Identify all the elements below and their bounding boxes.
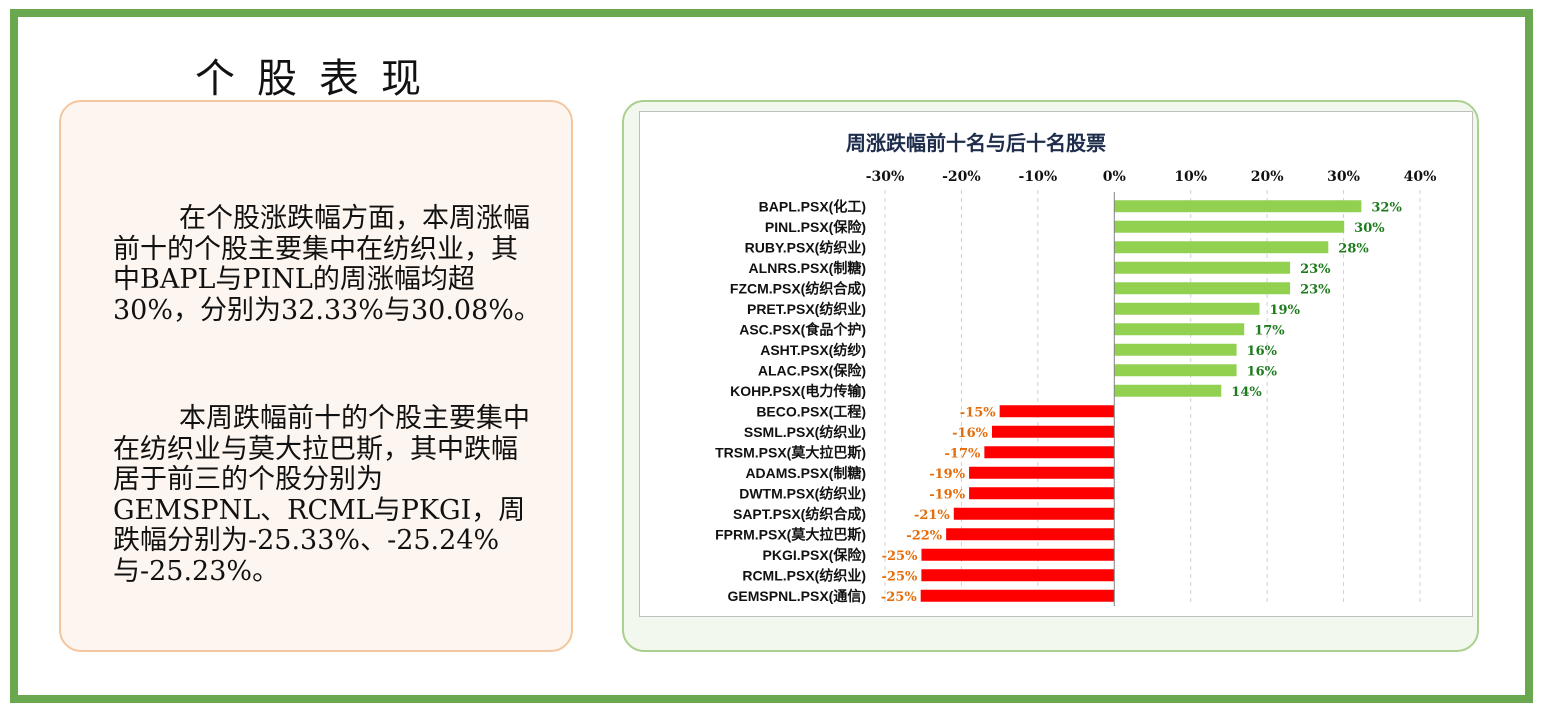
data-label: -25%	[881, 590, 917, 605]
bar	[1114, 323, 1245, 336]
x-tick-label: -30%	[866, 169, 905, 185]
bar	[1114, 364, 1237, 377]
data-label: -15%	[960, 405, 996, 420]
bar	[969, 466, 1115, 479]
paragraph-gainers: 在个股涨跌幅方面，本周涨幅前十的个股主要集中在纺织业，其中BAPL与PINL的周…	[113, 203, 541, 326]
x-tick-label: 10%	[1174, 169, 1207, 185]
data-label: -25%	[882, 549, 918, 564]
data-label: 32%	[1371, 200, 1402, 215]
data-labels: 32% 30% 28% 23% 23% 19% 17% 16% 16% 14% -15% -16% -1…	[881, 200, 1403, 605]
x-tick-label: 30%	[1327, 169, 1360, 185]
x-axis-ticks: -30% -20% -10% 0% 10% 20% 30% 40%	[866, 169, 1437, 185]
data-label: 30%	[1354, 221, 1385, 236]
bar	[921, 569, 1115, 582]
bar	[920, 589, 1115, 602]
x-tick-label: -10%	[1019, 169, 1058, 185]
page-title: 个股表现	[195, 56, 443, 102]
category-label: FZCM.PSX(纺织合成)	[730, 280, 866, 296]
data-label: 14%	[1231, 385, 1262, 400]
data-label: -22%	[906, 528, 942, 543]
data-label: 17%	[1254, 323, 1285, 338]
bars	[920, 192, 1362, 606]
bar	[921, 548, 1115, 561]
bar	[984, 446, 1115, 459]
bar	[1114, 343, 1237, 356]
x-tick-label: 40%	[1404, 169, 1437, 185]
bar	[1114, 261, 1291, 274]
bar	[1114, 384, 1222, 397]
bar	[999, 405, 1115, 418]
bar	[1114, 302, 1260, 315]
category-label: RCML.PSX(纺织业)	[742, 567, 866, 583]
category-label: GEMSPNL.PSX(通信)	[728, 588, 866, 604]
data-label: -25%	[882, 569, 918, 584]
data-label: 23%	[1300, 282, 1331, 297]
category-label: FPRM.PSX(莫大拉巴斯)	[715, 526, 866, 542]
category-label: SAPT.PSX(纺织合成)	[733, 506, 866, 522]
bar	[969, 487, 1115, 500]
text-panel: 在个股涨跌幅方面，本周涨幅前十的个股主要集中在纺织业，其中BAPL与PINL的周…	[59, 100, 573, 652]
data-label: -21%	[914, 508, 950, 523]
bar	[946, 528, 1115, 541]
bar	[1114, 282, 1291, 295]
data-label: 23%	[1300, 262, 1331, 277]
x-tick-label: 0%	[1103, 169, 1126, 185]
bar	[1114, 220, 1345, 233]
x-tick-label: 20%	[1251, 169, 1284, 185]
data-label: -19%	[929, 487, 965, 502]
category-label: PKGI.PSX(保险)	[763, 547, 866, 563]
chart-title: 周涨跌幅前十名与后十名股票	[846, 131, 1106, 155]
bar	[992, 425, 1115, 438]
category-label: ASC.PSX(食品个护)	[739, 321, 866, 337]
category-label: ALAC.PSX(保险)	[758, 362, 866, 378]
bar	[953, 507, 1115, 520]
data-label: 28%	[1338, 241, 1369, 256]
paragraph-losers: 本周跌幅前十的个股主要集中在纺织业与莫大拉巴斯，其中跌幅居于前三的个股分别为GE…	[113, 403, 530, 587]
data-label: 16%	[1247, 364, 1278, 379]
category-label: BECO.PSX(工程)	[756, 403, 866, 419]
x-tick-label: -20%	[942, 169, 981, 185]
data-label: -17%	[945, 446, 981, 461]
category-label: KOHP.PSX(电力传输)	[730, 383, 866, 399]
category-label: ADAMS.PSX(制糖)	[745, 465, 866, 481]
category-label: SSML.PSX(纺织业)	[744, 424, 866, 440]
data-label: -19%	[929, 467, 965, 482]
bar	[1114, 200, 1362, 213]
category-labels: BAPL.PSX(化工) PINL.PSX(保险) RUBY.PSX(纺织业) ALN…	[715, 198, 866, 604]
category-label: PINL.PSX(保险)	[765, 219, 866, 235]
data-label: -16%	[952, 426, 988, 441]
category-label: BAPL.PSX(化工)	[759, 198, 866, 214]
data-label: 16%	[1247, 344, 1278, 359]
category-label: ASHT.PSX(纺纱)	[760, 342, 866, 358]
data-label: 19%	[1270, 303, 1301, 318]
category-label: PRET.PSX(纺织业)	[747, 301, 866, 317]
category-label: RUBY.PSX(纺织业)	[745, 239, 866, 255]
bar	[1114, 241, 1329, 254]
category-label: DWTM.PSX(纺织业)	[739, 485, 866, 501]
category-label: ALNRS.PSX(制糖)	[749, 260, 866, 276]
category-label: TRSM.PSX(莫大拉巴斯)	[715, 444, 866, 460]
